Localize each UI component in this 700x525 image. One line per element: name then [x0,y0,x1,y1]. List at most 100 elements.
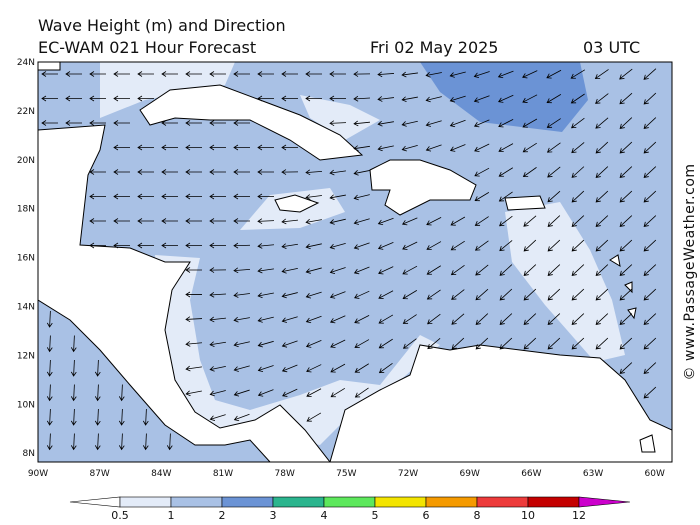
wave-arrow [498,119,514,128]
wave-arrow [401,120,418,127]
wave-arrow [643,215,657,227]
wave-arrow [402,241,418,250]
wave-arrow [523,288,537,301]
wave-arrow [113,144,130,151]
lon-label: 90W [28,469,48,479]
wave-arrow [209,414,226,421]
title: Wave Height (m) and Direction [38,16,286,35]
wave-arrow [595,141,609,154]
wave-arrow [499,240,513,252]
wave-arrow [474,143,490,152]
lat-label: 8N [23,449,35,459]
wave-arrow [41,95,58,102]
wave-arrow [209,390,226,397]
wave-arrow [595,288,609,301]
wave-arrow [546,142,561,153]
wave-arrow [89,120,106,126]
wave-arrow [70,433,77,451]
wave-arrow [619,313,633,325]
wave-arrow [354,290,370,299]
wave-arrow [473,95,490,103]
wave-arrow [643,117,657,129]
wave-arrow [353,242,370,250]
wave-arrow [257,340,274,348]
wave-arrow [281,316,298,323]
wave-arrow [89,169,106,175]
wave-arrow [257,169,274,175]
wave-arrow [233,120,250,126]
map-frame [37,61,673,463]
wave-arrow [233,144,250,151]
wave-arrow [498,143,514,153]
wave-arrow [353,71,371,77]
wave-arrow [233,413,250,422]
wave-arrow [329,267,346,275]
wave-arrow [499,313,513,325]
high-wave-zone [420,62,588,132]
wave-arrow [497,70,514,79]
wave-arrow [523,313,537,325]
wave-arrow [46,408,53,426]
wave-arrow [619,337,633,350]
wave-arrow [161,218,178,224]
wave-arrow [401,144,418,152]
lat-label: 10N [17,400,35,410]
legend-swatch [374,496,427,508]
wave-arrow [305,267,322,274]
wave-arrow [595,190,609,203]
wave-arrow [619,68,633,80]
wave-arrow [547,215,561,227]
wave-arrow [353,95,371,102]
wave-arrow [546,94,562,104]
wave-arrow [257,71,274,77]
wave-arrow [209,316,226,323]
wave-arrow [570,69,586,79]
wave-arrow [571,264,585,276]
wave-arrow [473,71,490,78]
wave-arrow [142,408,149,426]
wave-arrow [449,144,466,152]
wave-arrow [113,193,130,200]
wave-arrow [233,389,250,397]
wave-arrow [354,363,369,373]
wave-arrow [70,408,77,426]
wave-arrow [643,68,657,80]
wave-arrow [643,92,657,105]
wave-arrow [353,145,370,151]
wave-arrow [330,363,346,373]
wave-arrow [233,267,251,274]
wave-arrow [643,239,657,252]
wave-arrow [281,169,299,175]
wave-arrow [378,363,393,374]
land-shape [504,195,546,211]
lat-label: 20N [17,156,35,166]
wave-arrow [281,268,298,274]
wave-arrow [89,218,106,224]
wave-arrow [643,313,657,325]
lon-label: 63W [583,469,603,479]
wave-arrow [474,240,489,251]
wave-arrow [94,359,101,377]
wave-arrow [426,289,441,300]
wave-arrow [209,71,226,77]
wave-arrow [281,340,298,348]
wave-arrow [499,264,513,276]
date-label: Fri 02 May 2025 [370,38,498,57]
lon-label: 72W [398,469,418,479]
wave-arrow [329,242,346,250]
wave-arrow [402,338,417,349]
land-shape [639,434,656,453]
wave-arrow [257,193,275,200]
wave-arrow [547,288,561,301]
wave-arrow [450,265,465,276]
wave-arrow [233,218,250,224]
wave-arrow [65,71,82,77]
wave-arrow [41,71,58,77]
wave-arrow [523,239,537,252]
wave-arrow [354,315,370,324]
wave-arrow [643,386,657,399]
wave-arrow [185,291,203,298]
legend-swatch [272,496,325,508]
wave-arrow [619,215,633,227]
wave-arrow [209,120,226,126]
